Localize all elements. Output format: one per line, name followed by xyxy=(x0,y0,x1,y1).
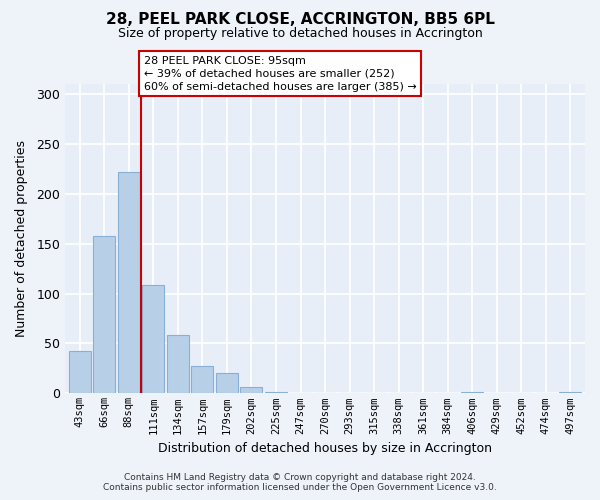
Bar xyxy=(93,236,115,394)
Text: Size of property relative to detached houses in Accrington: Size of property relative to detached ho… xyxy=(118,28,482,40)
Bar xyxy=(118,172,140,394)
Bar xyxy=(461,392,483,394)
Bar xyxy=(167,336,189,394)
Bar xyxy=(69,352,91,394)
Bar xyxy=(216,374,238,394)
Bar xyxy=(191,366,214,394)
Text: 28, PEEL PARK CLOSE, ACCRINGTON, BB5 6PL: 28, PEEL PARK CLOSE, ACCRINGTON, BB5 6PL xyxy=(106,12,494,28)
Text: 28 PEEL PARK CLOSE: 95sqm
← 39% of detached houses are smaller (252)
60% of semi: 28 PEEL PARK CLOSE: 95sqm ← 39% of detac… xyxy=(143,56,416,92)
Y-axis label: Number of detached properties: Number of detached properties xyxy=(15,140,28,337)
Bar xyxy=(241,388,262,394)
Bar xyxy=(559,392,581,394)
X-axis label: Distribution of detached houses by size in Accrington: Distribution of detached houses by size … xyxy=(158,442,492,455)
Bar xyxy=(265,392,287,394)
Text: Contains HM Land Registry data © Crown copyright and database right 2024.
Contai: Contains HM Land Registry data © Crown c… xyxy=(103,473,497,492)
Bar xyxy=(142,284,164,394)
